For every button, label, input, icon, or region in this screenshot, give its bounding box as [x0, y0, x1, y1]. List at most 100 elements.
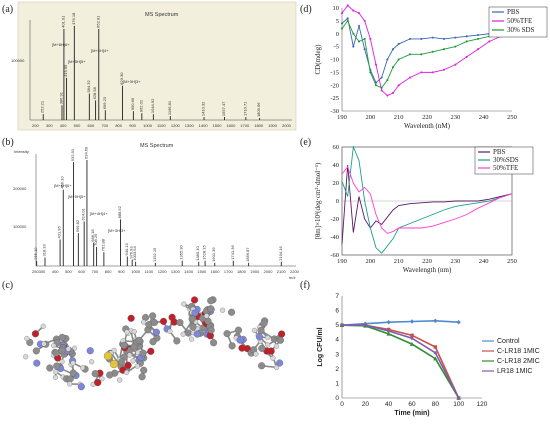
cd-d-y-tick-3: -5 [334, 44, 339, 51]
ms-a-peak-label-15: 1557.47 [221, 101, 226, 116]
cd-d-series-2-point-16 [465, 40, 468, 43]
cd-d-x-tick-1: 200 [365, 114, 375, 121]
ms-a-x-tick-12: 1400 [199, 123, 209, 128]
cd-d-series-2-point-5 [369, 71, 372, 74]
cd-d-legend-label-0: PBS [507, 8, 520, 16]
cd-d-series-2-point-3 [357, 40, 361, 43]
ms-a-x-tick-8: 1000 [143, 123, 153, 128]
timekill-f-series-2-point-4 [433, 356, 438, 361]
cd-d-series-2-point-4 [363, 37, 366, 40]
ms-a-x-tick-14: 1600 [226, 123, 236, 128]
ms-b-x-tick-17: 1900 [250, 269, 260, 274]
timekill-f-y-tick-2: 2 [335, 366, 339, 373]
atom [255, 333, 264, 341]
atom [91, 370, 99, 378]
cd-d-series-1-line [341, 4, 513, 97]
atom [99, 376, 105, 382]
ms-b-peak-label-2: 431.95 [57, 225, 62, 238]
atom [168, 313, 176, 321]
ms-a-x-tick-5: 700 [101, 123, 108, 128]
atom [127, 314, 135, 322]
ms-b-x-tick-5: 700 [92, 269, 99, 274]
panel-label-e: (e) [300, 137, 311, 148]
cd-d-series-1-point-7 [380, 89, 383, 92]
cd-d-y-label: CD(mdeg) [314, 44, 322, 75]
atom [258, 344, 266, 352]
atom [77, 383, 85, 391]
timekill-f-x-tick-4: 80 [432, 401, 440, 408]
atom [265, 342, 271, 348]
timekill-f-series-0-point-3 [409, 319, 415, 324]
cd-d-series-1-point-10 [397, 84, 400, 87]
timekill-f-series-3-point-0 [340, 323, 344, 327]
atom [147, 347, 155, 355]
timekill-f-x-tick-6: 120 [477, 401, 488, 408]
cd-d-series-1-point-4 [363, 19, 366, 22]
cd-d-series-2-point-9 [391, 66, 395, 69]
ms-b-x-tick-9: 1100 [144, 269, 153, 274]
atom [40, 323, 46, 329]
ms-a-x-tick-10: 1200 [171, 123, 181, 128]
ms-a-peak-label-13: 1166.81 [167, 100, 172, 115]
atom [181, 301, 187, 307]
atom [127, 352, 133, 358]
atom [33, 359, 41, 367]
cd-d-series-0-point-0 [340, 22, 344, 25]
ms-a-x-tick-2: 400 [60, 123, 67, 128]
atom [106, 371, 114, 379]
ms-b-annotation-4h: [M+4H]4+ [90, 211, 108, 216]
atom [278, 330, 286, 338]
cd-d-x-tick-5: 240 [479, 114, 489, 121]
atom [135, 336, 143, 344]
cd-d-y-tick-7: -25 [330, 95, 339, 102]
atom [130, 358, 136, 364]
ms-a-peak-label-9: 823.30 [119, 72, 124, 85]
atom [236, 336, 244, 344]
atom [189, 323, 197, 331]
timekill-f-series-3-point-3 [410, 336, 414, 340]
cd-d-y-tick-0: 10 [333, 5, 340, 12]
cd-d-legend-label-1: 50%TFE [507, 17, 532, 25]
cd-d-legend-label-2: 30% SDS [507, 26, 535, 34]
ms-b-y-tick-100000: 100000 [13, 224, 27, 229]
ms-a-x-tick-15: 1700 [240, 123, 250, 128]
cd-e-x-tick-2: 210 [394, 258, 404, 265]
ms-b-peak-label-13: 976.93 [129, 246, 134, 259]
ms-a-peak-label-8: 699.23 [102, 96, 107, 109]
cd-spectrum-d: 190 200 210 220 230 240 250 10 5 0 -5 -10 -15 -20 -25 -… [314, 4, 548, 130]
atom [228, 342, 236, 350]
ms-b-x-tick-1: 300 [39, 269, 46, 274]
cd-d-series-0-point-8 [386, 58, 389, 61]
cd-d-series-1-point-2 [352, 9, 355, 12]
cd-d-series-1-point-6 [374, 63, 378, 66]
cd-d-series-2-point-1 [346, 19, 349, 22]
cd-d-series-0-point-13 [431, 36, 434, 39]
atom [139, 349, 147, 357]
atom [150, 318, 158, 327]
atom [89, 359, 95, 365]
timekill-f-series-1-point-3 [410, 333, 414, 338]
ms-a-peak-label-5: 584.32 [86, 80, 91, 93]
ms-spectrum-a: MS Spectrum 100000 252.21 386.91 401.01 419… [11, 1, 297, 131]
ms-a-peak-label-2: 401.01 [60, 15, 65, 28]
timekill-f-series-3-point-2 [387, 329, 391, 333]
ms-a-peak-label-17: 1809.66 [256, 102, 261, 117]
ms-a-x-tick-13: 1500 [213, 123, 223, 128]
cd-e-y-tick-4: -20 [330, 216, 339, 223]
atom [238, 344, 246, 352]
atom [276, 336, 284, 344]
cd-e-y-tick-0: 60 [333, 144, 340, 151]
cd-e-x-tick-3: 220 [422, 258, 432, 265]
atom [24, 335, 30, 342]
timekill-f-series-0-point-5 [456, 320, 461, 325]
cd-d-series-1-point-11 [408, 76, 412, 79]
atom [159, 317, 168, 325]
atom [124, 329, 130, 335]
time-kill-chart: 0 20 40 60 80 100 120 0 1 2 3 4 5 6 7 Time (min) Log CFU… [317, 293, 540, 417]
atom [58, 346, 66, 355]
cd-d-series-1-point-8 [386, 94, 389, 97]
cd-e-x-tick-1: 200 [365, 258, 375, 265]
cd-d-x-tick-3: 220 [422, 114, 432, 121]
atom [188, 315, 196, 323]
ms-b-x-tick-6: 800 [105, 269, 112, 274]
